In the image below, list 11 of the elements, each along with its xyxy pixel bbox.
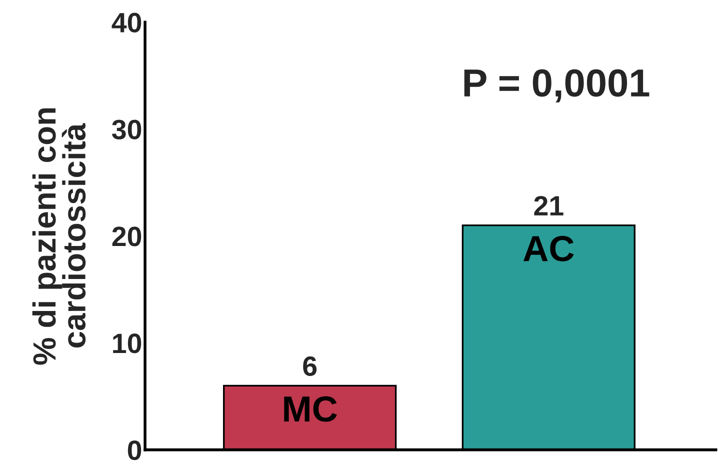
y-axis-title: % di pazienti con cardiotossicità — [32, 108, 86, 365]
data-label: 21 — [534, 196, 564, 216]
y-tick-label: 30 — [112, 120, 142, 140]
x-tick-label: MC — [284, 396, 337, 422]
y-tick-label: 0 — [128, 440, 142, 460]
y-tick-label: 20 — [112, 226, 142, 246]
y-tick-label: 10 — [113, 334, 142, 354]
y-tick-label: 40 — [112, 12, 142, 32]
x-tick-label: AC — [523, 236, 574, 262]
data-label: 6 — [303, 356, 317, 376]
annotation: P = 0,0001 — [464, 69, 650, 102]
